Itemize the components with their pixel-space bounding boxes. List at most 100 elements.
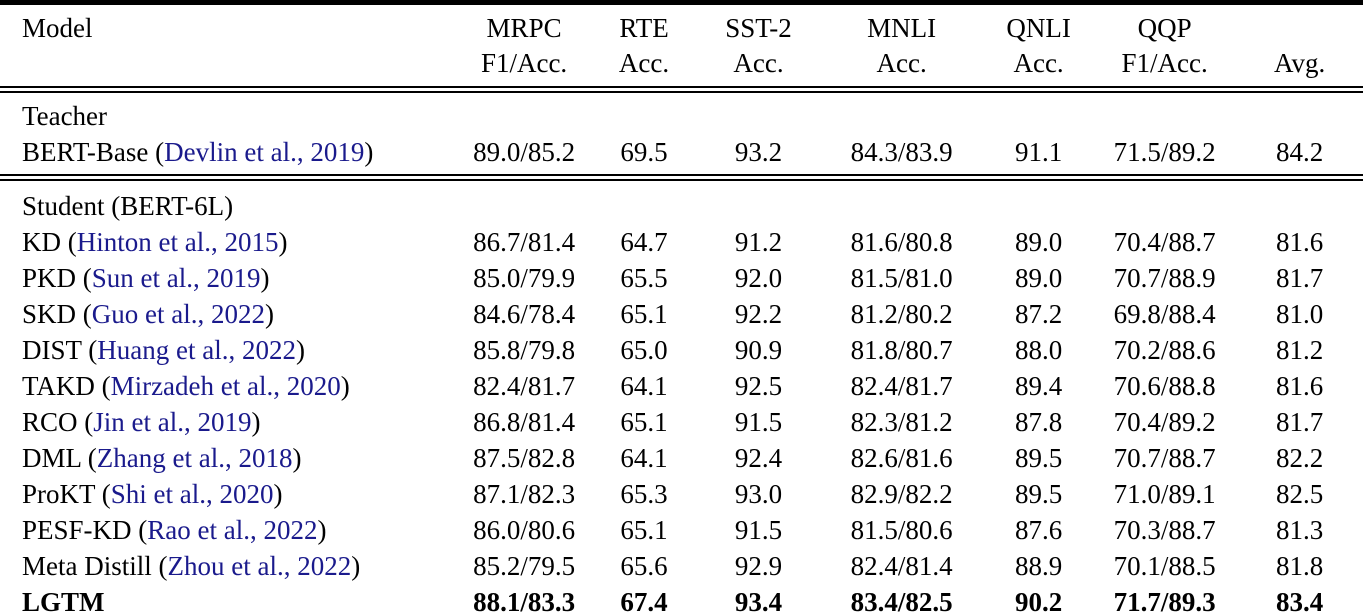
value-cell: 89.4 <box>1014 371 1063 401</box>
column-header-avg-spacer <box>1236 11 1363 46</box>
citation-link[interactable]: Zhou et al., 2022 <box>167 551 352 581</box>
value-cell: 84.2 <box>1236 134 1363 181</box>
value-cell: 85.2/79.5 <box>473 551 576 581</box>
model-name: RCO <box>22 407 78 437</box>
paren-close: ) <box>273 479 283 509</box>
paren-close: ) <box>295 335 305 365</box>
value-cell: 87.5/82.8 <box>473 443 576 473</box>
paren-close: ) <box>351 551 361 581</box>
table-row: BERT-Base (Devlin et al., 2019) 89.0/85.2… <box>0 134 1363 181</box>
value-cell: 92.4 <box>734 443 783 473</box>
table-row: Meta Distill (Zhou et al., 2022) 85.2/79.… <box>0 548 1363 584</box>
value-cell: 70.7/88.9 <box>1113 263 1216 293</box>
column-header-qnli-label: QNLI <box>1006 13 1071 43</box>
section-label: Teacher <box>22 101 108 131</box>
value-cell: 82.9/82.2 <box>850 479 953 509</box>
value-cell: 65.1 <box>620 515 668 545</box>
paren-close: ) <box>251 407 261 437</box>
column-header-qqp: QQP F1/Acc. <box>1093 2 1237 93</box>
model-name: LGTM <box>22 587 105 616</box>
citation-link[interactable]: Shi et al., 2020 <box>110 479 274 509</box>
citation-link[interactable]: Zhang et al., 2018 <box>96 443 293 473</box>
value-cell: 81.5/80.6 <box>850 515 953 545</box>
value-cell: 69.8/88.4 <box>1113 299 1216 329</box>
value-cell: 89.5 <box>1014 479 1063 509</box>
column-header-model-sub <box>0 46 458 81</box>
citation-link[interactable]: Jin et al., 2019 <box>93 407 252 437</box>
value-cell: 93.4 <box>734 587 783 616</box>
citation-link[interactable]: Devlin et al., 2019 <box>164 137 365 167</box>
citation-link[interactable]: Rao et al., 2022 <box>147 515 318 545</box>
column-header-avg-label: Avg. <box>1273 48 1326 78</box>
value-cell: 67.4 <box>620 587 668 616</box>
model-cell: DIST (Huang et al., 2022) <box>0 332 458 368</box>
value-cell: 82.4/81.4 <box>850 551 953 581</box>
table-row: PKD (Sun et al., 2019) 85.0/79.9 65.5 92.0 8… <box>0 260 1363 296</box>
value-cell: 93.2 <box>697 134 820 181</box>
paren-open: ( <box>81 335 98 365</box>
column-header-model: Model <box>0 2 458 93</box>
value-cell: 82.3/81.2 <box>850 407 953 437</box>
value-cell: 88.0 <box>1014 335 1063 365</box>
citation-link[interactable]: Hinton et al., 2015 <box>76 227 279 257</box>
model-cell: ProKT (Shi et al., 2020) <box>0 476 458 512</box>
value-cell: 90.2 <box>1014 587 1063 616</box>
table-row: KD (Hinton et al., 2015) 86.7/81.4 64.7 91.… <box>0 224 1363 260</box>
model-cell: DML (Zhang et al., 2018) <box>0 440 458 476</box>
table-row: LGTM 88.1/83.3 67.4 93.4 83.4/82.5 90.2 71.7/8… <box>0 584 1363 616</box>
table-row: ProKT (Shi et al., 2020) 87.1/82.3 65.3 93.… <box>0 476 1363 512</box>
value-cell: 65.1 <box>620 407 668 437</box>
citation-link[interactable]: Sun et al., 2019 <box>91 263 261 293</box>
value-cell: 65.5 <box>620 263 668 293</box>
value-cell: 84.6/78.4 <box>473 299 576 329</box>
column-header-mrpc: MRPC F1/Acc. <box>457 2 591 93</box>
column-header-rte-label: RTE <box>619 13 669 43</box>
column-header-qnli-metric: Acc. <box>1013 48 1064 78</box>
column-header-sst2-label: SST-2 <box>725 13 792 43</box>
paren-close: ) <box>292 443 302 473</box>
value-cell: 89.0/85.2 <box>457 134 591 181</box>
value-cell: 86.7/81.4 <box>473 227 576 257</box>
section-label-row: Teacher <box>0 90 1363 135</box>
value-cell: 87.6 <box>1014 515 1063 545</box>
value-cell: 81.6 <box>1275 227 1324 257</box>
value-cell: 65.0 <box>620 335 668 365</box>
citation-link[interactable]: Guo et al., 2022 <box>91 299 265 329</box>
column-header-model-label: Model <box>22 13 93 43</box>
paren-open: ( <box>76 263 92 293</box>
value-cell: 71.5/89.2 <box>1093 134 1237 181</box>
citation-link[interactable]: Huang et al., 2022 <box>97 335 296 365</box>
column-header-rte-metric: Acc. <box>618 48 670 78</box>
paren-close: ) <box>317 515 327 545</box>
paren-close: ) <box>278 227 288 257</box>
value-cell: 91.5 <box>734 407 783 437</box>
model-cell: RCO (Jin et al., 2019) <box>0 404 458 440</box>
value-cell: 82.2 <box>1275 443 1324 473</box>
paren-close: ) <box>265 299 274 329</box>
citation-link[interactable]: Mirzadeh et al., 2020 <box>110 371 341 401</box>
value-cell: 87.1/82.3 <box>473 479 576 509</box>
value-cell: 81.8/80.7 <box>850 335 953 365</box>
value-cell: 83.4 <box>1275 587 1324 616</box>
value-cell: 92.0 <box>734 263 783 293</box>
paren-open: ( <box>151 551 168 581</box>
value-cell: 87.2 <box>1014 299 1063 329</box>
column-header-qqp-label: QQP <box>1137 13 1192 43</box>
value-cell: 89.0 <box>1014 263 1063 293</box>
paren-close: ) <box>260 263 270 293</box>
column-header-rte: RTE Acc. <box>590 2 698 93</box>
paren-close: ) <box>340 371 350 401</box>
model-name: DML <box>22 443 81 473</box>
value-cell: 65.3 <box>620 479 668 509</box>
table-row: DIST (Huang et al., 2022) 85.8/79.8 65.0 90… <box>0 332 1363 368</box>
paren-open: ( <box>94 371 111 401</box>
column-header-mrpc-label: MRPC <box>486 13 562 43</box>
paren-open: ( <box>61 227 77 257</box>
value-cell: 64.1 <box>620 371 668 401</box>
value-cell: 91.1 <box>984 134 1094 181</box>
paren-close: ) <box>364 137 374 167</box>
value-cell: 70.6/88.8 <box>1113 371 1216 401</box>
value-cell: 93.0 <box>734 479 783 509</box>
value-cell: 81.7 <box>1275 407 1324 437</box>
model-cell: Meta Distill (Zhou et al., 2022) <box>0 548 458 584</box>
